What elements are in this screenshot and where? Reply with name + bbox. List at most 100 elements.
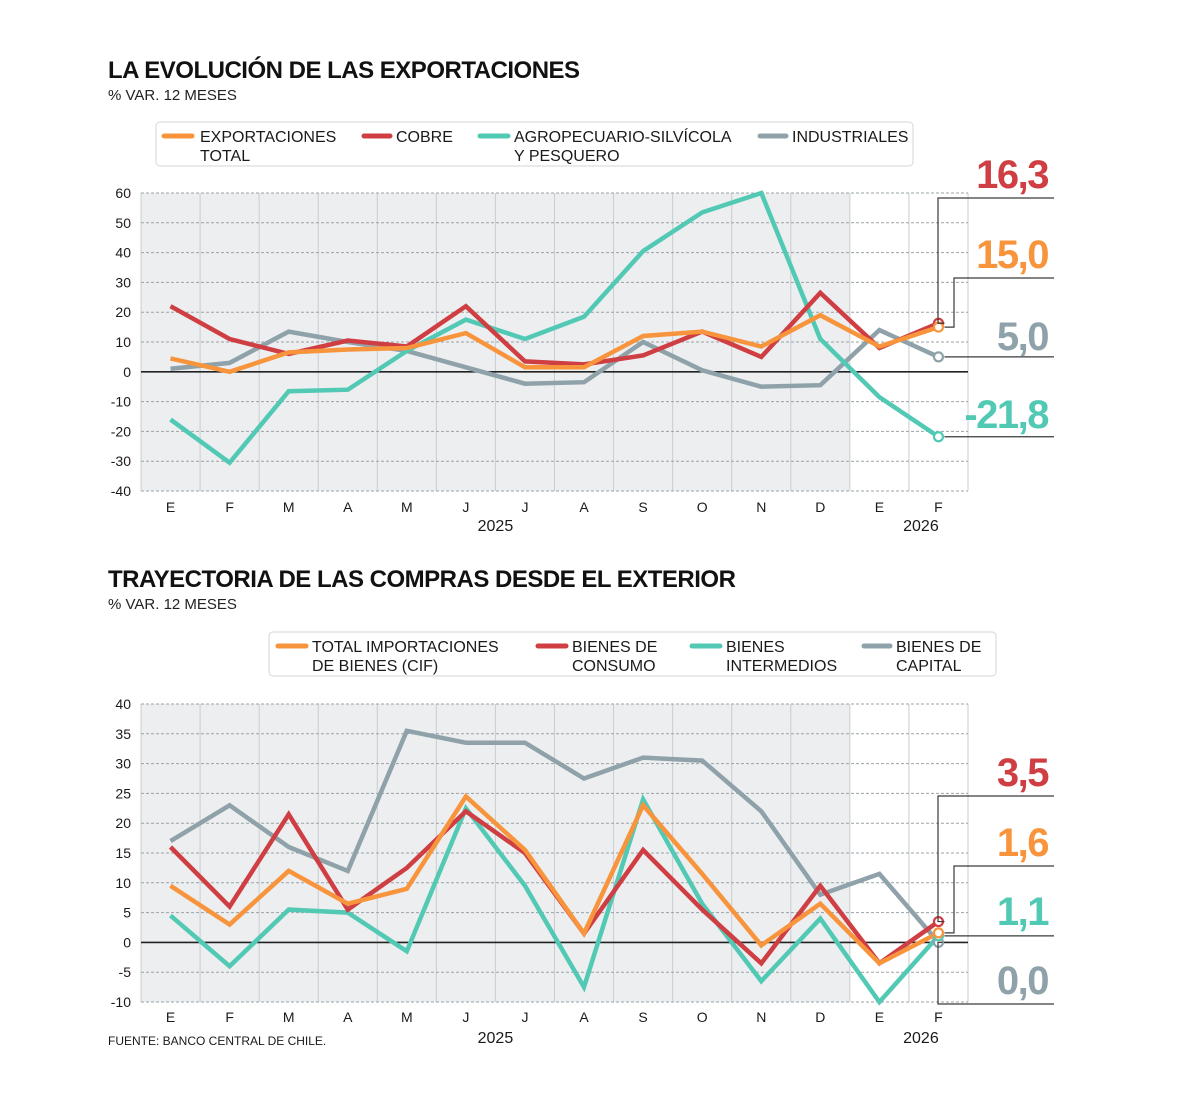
legend-label: AGROPECUARIO-SILVÍCOLA bbox=[514, 127, 732, 146]
x-tick-label: F bbox=[225, 499, 234, 515]
legend-label: DE BIENES (CIF) bbox=[312, 658, 438, 675]
callout-value: 3,5 bbox=[997, 751, 1049, 795]
end-marker bbox=[932, 431, 945, 443]
x-tick-label: F bbox=[934, 499, 943, 515]
year-label: 2025 bbox=[478, 518, 514, 535]
plot-area: 40 35 30 25 20 15 10 5 0 -5 -10 E F M A M J J A S O N D E F 2025 2… bbox=[111, 696, 1054, 1047]
x-tick-label: O bbox=[697, 1009, 708, 1025]
series-line bbox=[169, 793, 941, 1006]
y-tick-label: 50 bbox=[115, 215, 131, 231]
x-tick-label: D bbox=[815, 1009, 825, 1025]
y-tick-label: 30 bbox=[115, 274, 131, 290]
series-line bbox=[170, 327, 940, 389]
x-tick-label: M bbox=[283, 1009, 295, 1025]
legend-item: EXPORTACIONES TOTAL bbox=[161, 129, 336, 165]
chart-subtitle: % VAR. 12 MESES bbox=[108, 87, 237, 104]
y-tick-label: 35 bbox=[115, 726, 131, 742]
callout-connector bbox=[944, 277, 1054, 328]
y-tick-label: -20 bbox=[111, 423, 131, 439]
chart-subtitle: % VAR. 12 MESES bbox=[108, 596, 237, 613]
series-line bbox=[170, 312, 940, 375]
callout-connector bbox=[937, 197, 1054, 324]
legend-item: BIENES INTERMEDIOS bbox=[689, 639, 837, 675]
end-marker bbox=[932, 351, 945, 363]
y-tick-label: -10 bbox=[111, 394, 131, 410]
legend-label: CONSUMO bbox=[572, 658, 656, 675]
legend-label: INDUSTRIALES bbox=[792, 129, 908, 146]
year-label: 2026 bbox=[903, 518, 939, 535]
callout-value: 0,0 bbox=[997, 959, 1048, 1003]
y-tick-label: 5 bbox=[123, 905, 131, 921]
legend-label: BIENES DE bbox=[572, 639, 657, 656]
x-tick-label: S bbox=[638, 1009, 647, 1025]
x-tick-label: A bbox=[343, 499, 353, 515]
y-tick-label: -30 bbox=[111, 453, 131, 469]
x-tick-label: E bbox=[875, 499, 884, 515]
legend-item: INDUSTRIALES bbox=[757, 129, 908, 146]
x-tick-label: S bbox=[638, 499, 647, 515]
x-tick-label: F bbox=[934, 1009, 943, 1025]
legend-label: TOTAL bbox=[200, 148, 250, 165]
x-tick-label: E bbox=[166, 1009, 175, 1025]
legend-item: BIENES DE CONSUMO bbox=[535, 639, 657, 675]
legend-item: AGROPECUARIO-SILVÍCOLA Y PESQUERO bbox=[477, 127, 732, 165]
x-tick-label: E bbox=[875, 1009, 884, 1025]
legend-label: CAPITAL bbox=[896, 658, 962, 675]
year-label: 2026 bbox=[903, 1030, 939, 1047]
legend-item: TOTAL IMPORTACIONES DE BIENES (CIF) bbox=[275, 639, 499, 675]
x-tick-label: J bbox=[521, 499, 528, 515]
plot-area: 60 50 40 30 20 10 0 -10 -20 -30 -40 E F M A M J J A S O N D E F 2… bbox=[111, 153, 1054, 535]
y-tick-label: 40 bbox=[115, 696, 131, 712]
callout-value: 1,6 bbox=[997, 821, 1048, 865]
y-tick-label: 10 bbox=[115, 334, 131, 350]
end-marker bbox=[932, 927, 945, 939]
x-tick-label: E bbox=[166, 499, 175, 515]
series-line bbox=[169, 190, 940, 466]
callout-value: 1,1 bbox=[997, 890, 1049, 934]
legend-label: Y PESQUERO bbox=[514, 148, 620, 165]
callout-value: 15,0 bbox=[976, 233, 1048, 277]
x-tick-label: J bbox=[462, 1009, 469, 1025]
callout-connector bbox=[944, 865, 1054, 934]
x-tick-label: J bbox=[521, 1009, 528, 1025]
legend: TOTAL IMPORTACIONES DE BIENES (CIF) BIEN… bbox=[268, 631, 997, 677]
y-tick-label: -10 bbox=[111, 994, 131, 1010]
x-tick-label: A bbox=[579, 1009, 589, 1025]
chart-title: LA EVOLUCIÓN DE LAS EXPORTACIONES bbox=[108, 56, 580, 84]
legend-label: TOTAL IMPORTACIONES bbox=[312, 639, 499, 656]
x-tick-label: M bbox=[401, 499, 413, 515]
y-tick-label: 40 bbox=[115, 245, 131, 261]
y-tick-label: 15 bbox=[115, 845, 131, 861]
y-tick-label: 60 bbox=[115, 185, 131, 201]
series-line bbox=[169, 792, 940, 967]
y-tick-label: 10 bbox=[115, 875, 131, 891]
x-tick-label: F bbox=[225, 1009, 234, 1025]
chart-title: TRAYECTORIA DE LAS COMPRAS DESDE EL EXTE… bbox=[108, 566, 736, 593]
y-tick-label: 0 bbox=[123, 364, 131, 380]
end-marker bbox=[932, 321, 945, 333]
x-tick-label: M bbox=[283, 499, 295, 515]
callout-value: -21,8 bbox=[964, 393, 1049, 437]
x-tick-label: O bbox=[697, 499, 708, 515]
series-line bbox=[169, 728, 941, 944]
y-tick-label: 20 bbox=[115, 815, 131, 831]
y-tick-label: 25 bbox=[115, 785, 131, 801]
callout-value: 16,3 bbox=[976, 153, 1048, 197]
legend-label: BIENES bbox=[726, 639, 785, 656]
y-tick-label: 20 bbox=[115, 304, 131, 320]
y-tick-label: -40 bbox=[111, 483, 131, 499]
x-tick-label: J bbox=[462, 499, 469, 515]
x-tick-label: A bbox=[343, 1009, 353, 1025]
y-tick-label: -5 bbox=[119, 964, 132, 980]
legend-label: COBRE bbox=[396, 129, 453, 146]
legend-label: EXPORTACIONES bbox=[200, 129, 336, 146]
year-label: 2025 bbox=[478, 1030, 514, 1047]
legend-label: BIENES DE bbox=[896, 639, 981, 656]
legend: EXPORTACIONES TOTAL COBRE AGROPECUARIO-S… bbox=[155, 121, 914, 167]
x-tick-label: A bbox=[579, 499, 589, 515]
legend-label: INTERMEDIOS bbox=[726, 658, 837, 675]
x-tick-label: N bbox=[756, 499, 766, 515]
y-tick-label: 0 bbox=[123, 934, 131, 950]
legend-item: COBRE bbox=[361, 129, 453, 146]
